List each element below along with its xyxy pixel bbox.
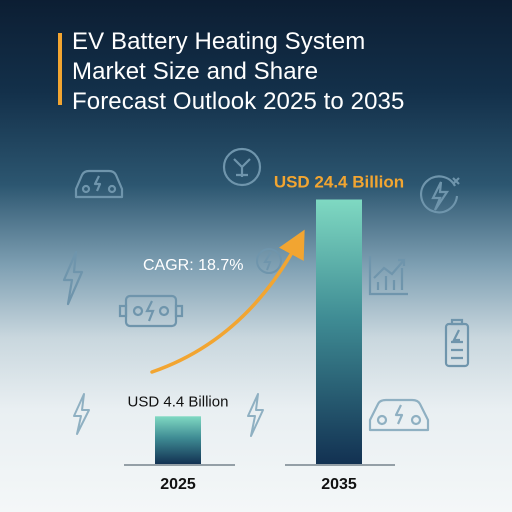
bar-2035: [316, 199, 362, 464]
cagr-label: CAGR: 18.7%: [143, 257, 243, 274]
title-accent-bar: [58, 33, 62, 105]
car-icon: [74, 169, 124, 199]
category-label-2025: 2025: [160, 476, 196, 493]
title-line-3: Forecast Outlook 2025 to 2035: [72, 88, 405, 115]
growth-chart-icon: [368, 256, 408, 296]
lightning-icon: [62, 250, 84, 306]
category-label-2035: 2035: [321, 476, 357, 493]
bolt-circle-icon: [419, 175, 460, 214]
battery-icon: [444, 318, 470, 368]
bar-2025: [155, 416, 201, 464]
bolt-circle-icon: [256, 248, 282, 274]
growth-arrow: [150, 229, 305, 374]
value-label-2025: USD 4.4 Billion: [128, 393, 229, 410]
lightning-icon: [73, 393, 90, 435]
plug-icon: [222, 147, 262, 187]
title-line-2: Market Size and Share: [72, 58, 319, 85]
lightning-icon: [247, 393, 264, 437]
value-label-2035: USD 24.4 Billion: [274, 173, 404, 192]
battery-icon: [118, 294, 184, 328]
title-line-1: EV Battery Heating System: [72, 28, 366, 55]
car-icon: [368, 398, 430, 432]
